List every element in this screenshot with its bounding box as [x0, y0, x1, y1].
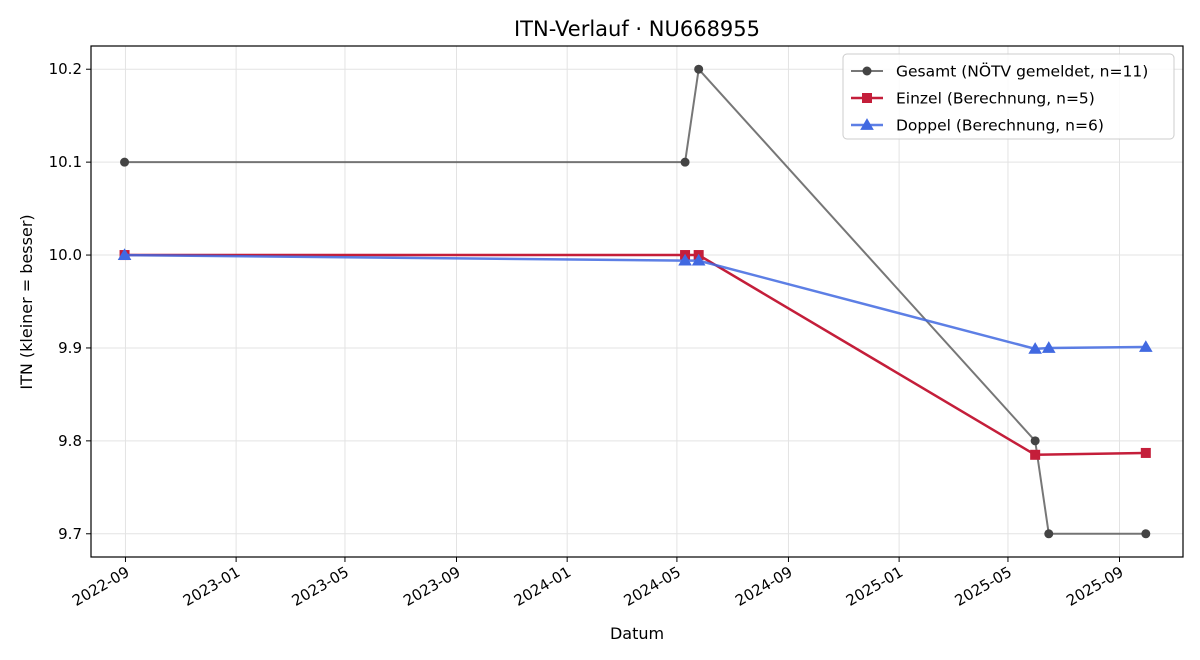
y-tick-label: 9.7 [58, 525, 82, 543]
plot-frame [90, 45, 1184, 558]
x-tick-label: 2024-05 [621, 563, 684, 610]
x-tick-label: 2023-09 [400, 563, 463, 610]
y-tick-label: 9.8 [58, 432, 82, 450]
series-0 [120, 64, 1151, 539]
data-point-1 [1140, 447, 1151, 458]
ticks-layer: 2022-09 2023-01 2023-05 2023-09 2024-01 2024-… [49, 60, 1127, 610]
series-line-1 [124, 253, 1146, 457]
legend-label: Gesamt (NÖTV gemeldet, n=11) [896, 62, 1148, 81]
legend-marker [862, 66, 872, 76]
y-tick-label: 9.9 [58, 339, 82, 357]
y-tick-label: 10.2 [49, 60, 82, 78]
legend-label: Einzel (Berechnung, n=5) [896, 90, 1095, 108]
data-point-2 [1138, 340, 1153, 352]
data-point-2 [1028, 342, 1042, 354]
data-point-2 [117, 248, 132, 260]
y-tick-label: 10.1 [49, 153, 82, 171]
legend-box [842, 53, 1175, 140]
x-tick-label: 2023-05 [289, 563, 352, 610]
chart-title: ITN-Verlauf · NU668955 [514, 17, 760, 41]
series-2 [117, 248, 1153, 354]
legend-item: Gesamt (NÖTV gemeldet, n=11) [851, 62, 1148, 81]
data-point-0 [1030, 436, 1040, 446]
series-1 [119, 250, 1151, 460]
data-point-0 [120, 157, 130, 167]
series-line-0 [124, 68, 1146, 535]
series-line-2 [124, 253, 1146, 351]
x-tick-label: 2025-09 [1063, 563, 1126, 610]
x-tick-label: 2024-09 [732, 563, 795, 610]
y-axis-title: ITN (kleiner = besser) [17, 214, 36, 389]
x-tick-label: 2023-01 [180, 563, 243, 610]
x-tick-label: 2024-01 [511, 563, 574, 610]
data-point-2 [678, 253, 692, 266]
data-point-0 [680, 157, 690, 167]
legend: Gesamt (NÖTV gemeldet, n=11) Einzel (Bere… [842, 53, 1175, 140]
data-point-0 [1044, 529, 1054, 539]
legend-item: Einzel (Berechnung, n=5) [851, 90, 1095, 108]
legend-item: Doppel (Berechnung, n=6) [851, 117, 1104, 135]
y-tick-label: 10.0 [49, 246, 82, 264]
x-tick-label: 2025-05 [952, 563, 1015, 610]
x-tick-label: 2022-09 [69, 563, 132, 610]
x-tick-label: 2025-01 [843, 563, 906, 610]
data-point-0 [694, 64, 704, 74]
legend-marker [860, 118, 874, 130]
data-point-1 [1030, 449, 1041, 460]
legend-label: Doppel (Berechnung, n=6) [896, 117, 1104, 135]
series-layer [117, 64, 1153, 539]
data-point-2 [1041, 341, 1056, 353]
legend-marker [862, 93, 872, 103]
data-point-0 [1141, 529, 1151, 539]
x-axis-title: Datum [610, 624, 664, 643]
data-point-2 [691, 253, 706, 266]
